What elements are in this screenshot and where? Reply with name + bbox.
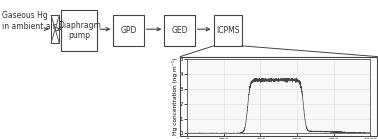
Bar — [164, 15, 195, 46]
Bar — [51, 15, 59, 43]
Text: Gaseous Hg
in ambient air: Gaseous Hg in ambient air — [2, 11, 56, 31]
Text: GED: GED — [171, 26, 188, 35]
Text: ICPMS: ICPMS — [216, 26, 240, 35]
Bar — [61, 10, 97, 51]
Y-axis label: Hg concentration (ng m⁻¹): Hg concentration (ng m⁻¹) — [172, 58, 178, 135]
Text: Diaphragm
pump: Diaphragm pump — [58, 21, 101, 40]
Bar — [214, 15, 242, 46]
Text: GPD: GPD — [120, 26, 137, 35]
Bar — [113, 15, 144, 46]
